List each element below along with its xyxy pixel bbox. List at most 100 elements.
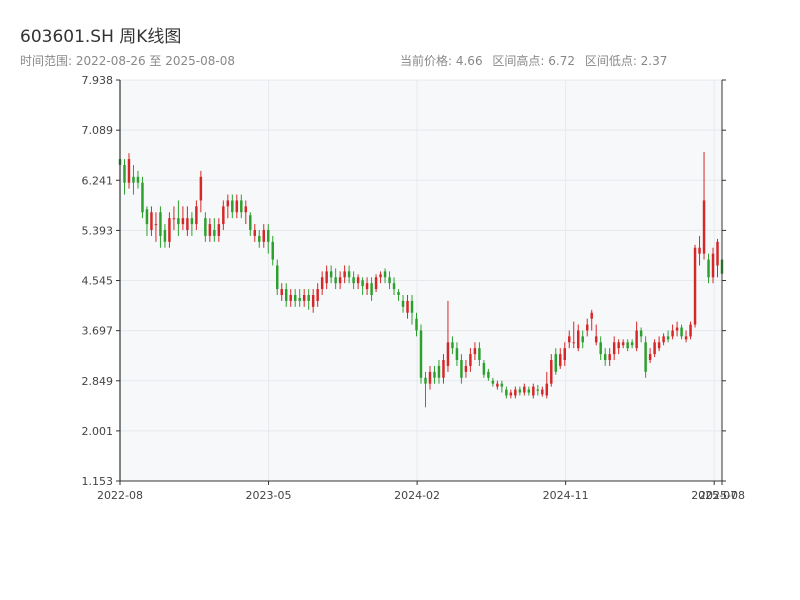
candle-body bbox=[518, 389, 522, 393]
candle-body bbox=[693, 247, 697, 325]
candle-body bbox=[298, 297, 301, 301]
x-tick-label: 2024-02 bbox=[394, 489, 440, 502]
candle-body bbox=[397, 292, 400, 296]
price-stats: 当前价格: 4.66 区间高点: 6.72 区间低点: 2.37 bbox=[400, 52, 673, 69]
candle-body bbox=[473, 348, 477, 355]
candle-body bbox=[599, 342, 602, 355]
candle-body bbox=[478, 348, 481, 361]
candle-body bbox=[500, 383, 504, 387]
candle-body bbox=[231, 200, 234, 213]
y-tick-label: 6.241 bbox=[82, 174, 114, 187]
candle-body bbox=[347, 271, 351, 278]
y-tick-label: 3.697 bbox=[82, 325, 114, 338]
candle-body bbox=[617, 342, 620, 349]
y-tick-label: 4.545 bbox=[82, 275, 114, 288]
y-axis-ticks: 1.153 2.001 2.849 3.697 4.545 5.393 6.241 7.089… bbox=[82, 74, 726, 488]
candle-body bbox=[469, 354, 472, 366]
candle-body bbox=[446, 342, 450, 366]
candles bbox=[118, 151, 724, 408]
chart-title: 603601.SH 周K线图 bbox=[20, 27, 182, 47]
time-range-label: 时间范围: 2022-08-26 至 2025-08-08 bbox=[20, 54, 235, 68]
candle-body bbox=[253, 229, 257, 236]
candle-body bbox=[666, 336, 670, 340]
candle-body bbox=[424, 377, 427, 384]
candle-body bbox=[325, 271, 328, 284]
candle-body bbox=[639, 330, 643, 337]
candle-body bbox=[536, 389, 540, 391]
candle-body bbox=[361, 280, 364, 287]
candle-body bbox=[172, 218, 176, 220]
candle-body bbox=[226, 200, 230, 207]
candle-body bbox=[711, 253, 715, 278]
candle-body bbox=[123, 164, 126, 183]
candle-body bbox=[482, 362, 486, 375]
candle-body bbox=[302, 295, 306, 301]
candle-body bbox=[311, 295, 315, 307]
candle-body bbox=[559, 354, 562, 366]
candle-body bbox=[590, 312, 593, 319]
candle-body bbox=[320, 277, 324, 290]
candle-body bbox=[410, 300, 414, 313]
y-tick-label: 7.938 bbox=[82, 74, 114, 87]
candle-body bbox=[177, 218, 180, 225]
candle-body bbox=[585, 324, 589, 331]
candle-body bbox=[621, 342, 625, 346]
candle-body bbox=[276, 265, 279, 290]
candle-body bbox=[568, 336, 571, 343]
candle-body bbox=[222, 206, 225, 225]
candle-body bbox=[293, 295, 297, 301]
candle-body bbox=[527, 389, 531, 393]
candle-body bbox=[680, 327, 683, 337]
candle-body bbox=[648, 354, 652, 361]
candle-body bbox=[244, 206, 248, 213]
candle-body bbox=[329, 271, 333, 278]
candle-body bbox=[141, 182, 144, 213]
candle-body bbox=[208, 224, 212, 236]
candle-body bbox=[496, 383, 499, 387]
candle-body bbox=[163, 229, 167, 242]
candle-body bbox=[186, 218, 189, 230]
candle-body bbox=[491, 380, 495, 384]
candle-body bbox=[419, 330, 423, 378]
current-price-label: 当前价格: 4.66 bbox=[400, 54, 483, 68]
candle-body bbox=[204, 218, 207, 236]
candle-body bbox=[653, 342, 656, 355]
candle-body bbox=[460, 360, 463, 378]
candle-body bbox=[626, 342, 629, 349]
candle-body bbox=[271, 241, 274, 260]
x-tick-label: 2022-08 bbox=[97, 489, 143, 502]
candle-body bbox=[190, 218, 194, 225]
candle-body bbox=[370, 283, 373, 296]
candle-body bbox=[514, 389, 517, 396]
candle-body bbox=[168, 218, 171, 242]
candle-body bbox=[195, 206, 198, 225]
range-high-label: 区间高点: 6.72 bbox=[492, 54, 575, 68]
candle-body bbox=[572, 342, 575, 344]
candle-body bbox=[392, 283, 396, 290]
candle-body bbox=[240, 200, 243, 213]
x-tick-label: 2024-11 bbox=[543, 489, 589, 502]
candle-body bbox=[698, 247, 701, 254]
candle-body bbox=[577, 330, 580, 349]
candle-body bbox=[154, 224, 158, 226]
candle-body bbox=[379, 274, 382, 278]
candle-body bbox=[455, 348, 459, 361]
x-tick-label: 2023-05 bbox=[246, 489, 292, 502]
candle-body bbox=[635, 330, 638, 349]
candle-body bbox=[644, 342, 647, 372]
candle-body bbox=[356, 277, 360, 284]
candle-body bbox=[545, 383, 549, 396]
candle-body bbox=[235, 200, 239, 213]
candle-body bbox=[334, 277, 337, 284]
candle-body bbox=[406, 300, 409, 313]
candle-body bbox=[383, 271, 387, 278]
candle-body bbox=[316, 289, 319, 301]
candle-body bbox=[401, 300, 405, 307]
x-tick-label: 2025-08 bbox=[699, 489, 745, 502]
candle-body bbox=[464, 365, 468, 372]
candle-body bbox=[442, 360, 445, 378]
candle-body bbox=[217, 224, 221, 236]
candle-body bbox=[280, 289, 283, 296]
candle-body bbox=[662, 336, 665, 343]
